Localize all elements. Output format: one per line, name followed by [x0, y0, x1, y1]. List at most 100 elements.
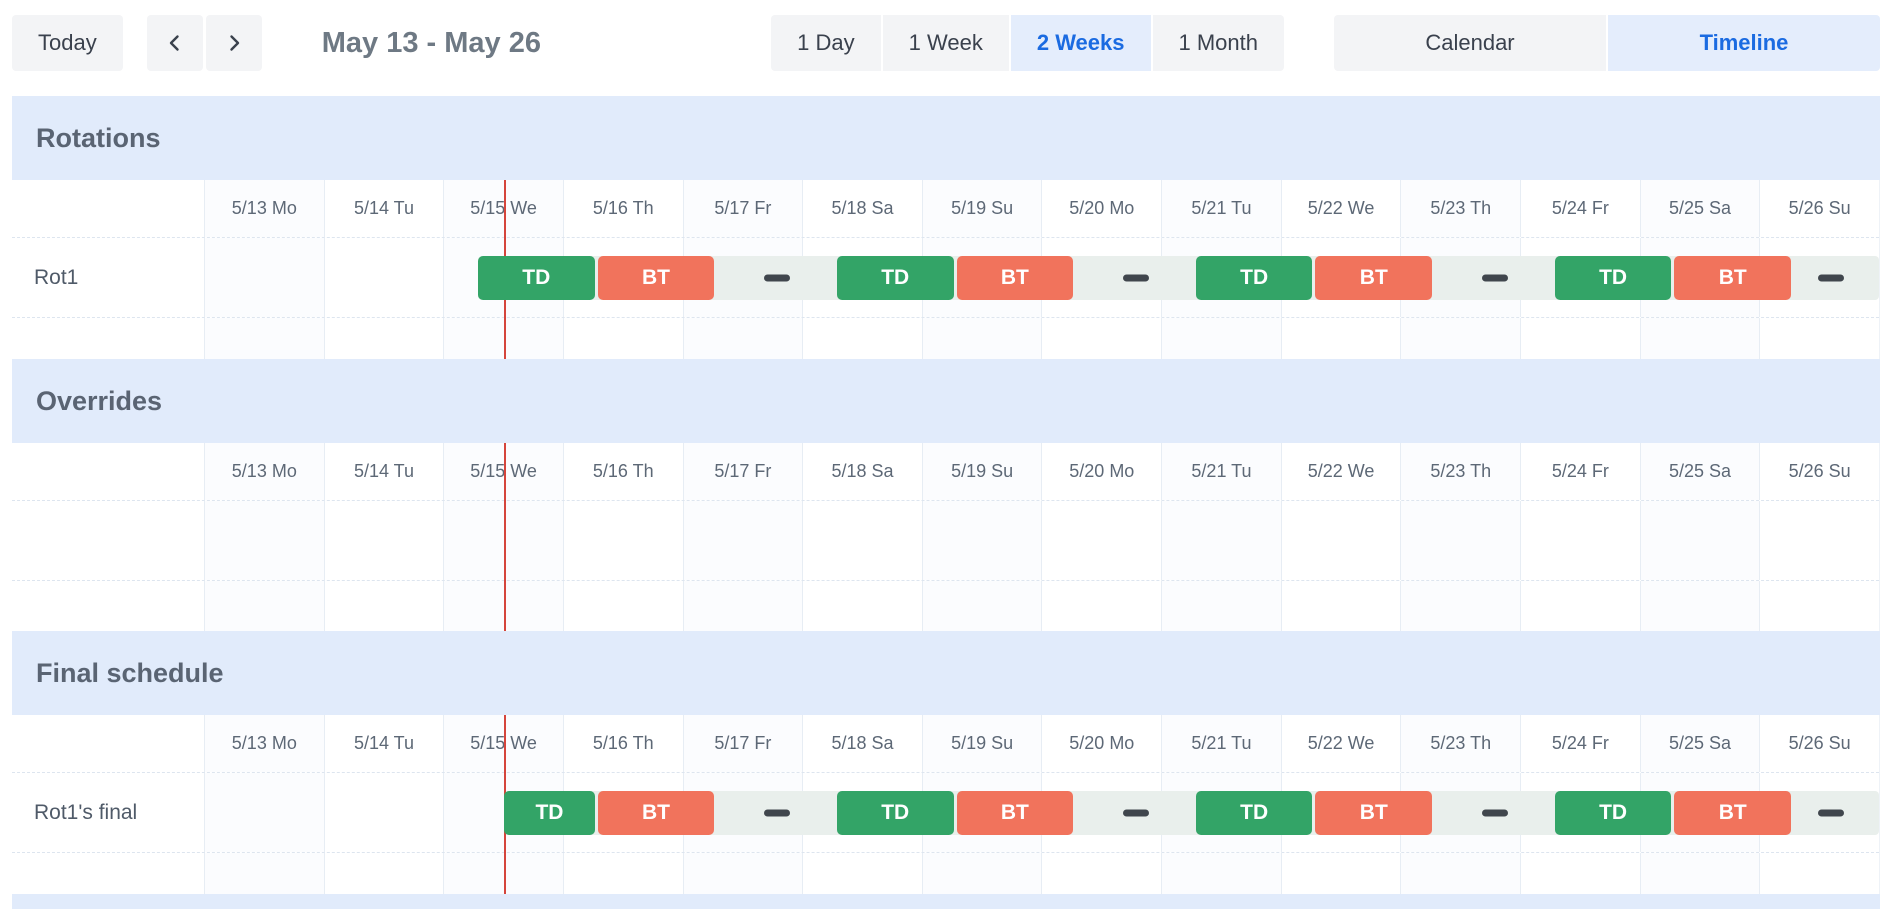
- grid-cell: [562, 853, 683, 894]
- grid-cell: [443, 581, 563, 631]
- gap-indicator: [1481, 274, 1508, 281]
- shift-block-td[interactable]: TD: [1195, 255, 1313, 300]
- final-section-header: Final schedule: [12, 631, 1880, 715]
- gap-indicator: [764, 809, 791, 816]
- grid-cell: [1400, 501, 1521, 580]
- date-header-cell: 5/21 Tu: [1161, 180, 1281, 237]
- grid-cell: [921, 581, 1042, 631]
- shift-block-bt[interactable]: BT: [1315, 255, 1433, 300]
- date-header-cell: 5/16 Th: [562, 715, 683, 772]
- date-header-cell: 5/14 Tu: [323, 180, 444, 237]
- grid-cell: [1759, 853, 1879, 894]
- date-header-row: 5/13 Mo 5/14 Tu 5/15 We 5/16 Th 5/17 Fr 5/18 …: [12, 180, 1879, 238]
- gap-indicator: [764, 274, 791, 281]
- spacer-row: [12, 318, 1879, 359]
- date-header-cell: 5/22 We: [1280, 443, 1401, 500]
- date-header-cell: 5/15 We: [443, 180, 563, 237]
- empty-cells: [204, 853, 1879, 894]
- date-header-cell: 5/14 Tu: [323, 715, 444, 772]
- date-header-cell: 5/24 Fr: [1520, 180, 1640, 237]
- overrides-empty-row: [12, 501, 1879, 581]
- grid-cell: [682, 853, 803, 894]
- date-header-row: 5/13 Mo 5/14 Tu 5/15 We 5/16 Th 5/17 Fr 5/18 …: [12, 715, 1879, 773]
- grid-cell: [1520, 853, 1640, 894]
- grid-cell: [562, 581, 683, 631]
- grid-cell: [1161, 581, 1281, 631]
- section-title: Final schedule: [36, 657, 224, 688]
- grid-cell: [1759, 581, 1879, 631]
- grid-cell: [921, 853, 1042, 894]
- shift-block-td[interactable]: TD: [1554, 790, 1672, 835]
- next-button[interactable]: [205, 15, 262, 71]
- shift-block-td[interactable]: TD: [504, 790, 595, 835]
- view-timeline-button[interactable]: Timeline: [1608, 15, 1880, 71]
- overrides-section-header: Overrides: [12, 359, 1880, 443]
- range-1-week[interactable]: 1 Week: [882, 15, 1009, 71]
- rotations-section-header: Rotations: [12, 96, 1880, 180]
- date-header-cell: 5/23 Th: [1400, 443, 1521, 500]
- grid-cell: [323, 853, 444, 894]
- date-cells: 5/13 Mo 5/14 Tu 5/15 We 5/16 Th 5/17 Fr 5/18 …: [204, 180, 1879, 237]
- today-button[interactable]: Today: [12, 15, 123, 71]
- grid-cell: [443, 853, 563, 894]
- shift-block-bt[interactable]: BT: [1315, 790, 1433, 835]
- gap-indicator: [1818, 274, 1845, 281]
- grid-cell: [802, 501, 922, 580]
- toolbar: Today May 13 - May 26 1 Day 1 Week 2 Wee…: [12, 14, 1880, 72]
- rotation-track-area: TD BT TD BT TD BT TD BT: [204, 238, 1879, 317]
- shift-block-bt[interactable]: BT: [956, 255, 1074, 300]
- shift-block-td[interactable]: TD: [836, 255, 954, 300]
- shift-block-bt[interactable]: BT: [597, 255, 715, 300]
- date-header-cell: 5/18 Sa: [802, 715, 922, 772]
- date-header-cell: 5/17 Fr: [682, 443, 803, 500]
- gutter: [12, 180, 204, 237]
- grid-cell: [323, 581, 444, 631]
- grid-cell: [682, 581, 803, 631]
- grid-cell: [1041, 853, 1161, 894]
- grid-cell: [204, 581, 324, 631]
- grid-cell: [323, 501, 444, 580]
- next-section-header-partial: [12, 894, 1880, 909]
- shift-block-td[interactable]: TD: [836, 790, 954, 835]
- date-header-cell: 5/25 Sa: [1639, 443, 1760, 500]
- grid-cell: [1639, 318, 1760, 359]
- grid-cell: [204, 773, 324, 852]
- gutter: [12, 501, 204, 580]
- grid-cell: [1280, 318, 1401, 359]
- date-header-cell: 5/16 Th: [562, 443, 683, 500]
- grid-cell: [562, 318, 683, 359]
- date-header-cell: 5/26 Su: [1759, 715, 1879, 772]
- section-final-schedule: Final schedule 5/13 Mo 5/14 Tu 5/15 We 5/16…: [12, 631, 1880, 894]
- date-header-cell: 5/13 Mo: [204, 715, 324, 772]
- grid-cell: [1759, 501, 1879, 580]
- date-header-cell: 5/23 Th: [1400, 715, 1521, 772]
- grid-cell: [1400, 853, 1521, 894]
- shift-block-td[interactable]: TD: [1554, 255, 1672, 300]
- grid-cell: [1639, 581, 1760, 631]
- section-title: Overrides: [36, 385, 163, 416]
- date-header-row: 5/13 Mo 5/14 Tu 5/15 We 5/16 Th 5/17 Fr 5/18 …: [12, 443, 1879, 501]
- shift-block-td[interactable]: TD: [1195, 790, 1313, 835]
- grid-cell: [204, 238, 324, 317]
- grid-cell: [1161, 318, 1281, 359]
- date-header-cell: 5/21 Tu: [1161, 715, 1281, 772]
- shift-block-bt[interactable]: BT: [1674, 255, 1792, 300]
- range-2-weeks[interactable]: 2 Weeks: [1010, 15, 1151, 71]
- range-1-day[interactable]: 1 Day: [771, 15, 881, 71]
- shift-block-bt[interactable]: BT: [956, 790, 1074, 835]
- view-calendar-button[interactable]: Calendar: [1334, 15, 1606, 71]
- grid-cell: [1520, 318, 1640, 359]
- shift-block-bt[interactable]: BT: [597, 790, 715, 835]
- prev-button[interactable]: [146, 15, 203, 71]
- grid-cell: [682, 501, 803, 580]
- shift-block-bt[interactable]: BT: [1674, 790, 1792, 835]
- date-header-cell: 5/14 Tu: [323, 443, 444, 500]
- final-track-area: TD BT TD BT TD BT TD BT: [204, 773, 1879, 852]
- grid-cell: [323, 238, 444, 317]
- shift-block-td[interactable]: TD: [477, 255, 595, 300]
- range-1-month[interactable]: 1 Month: [1152, 15, 1284, 71]
- chevron-left-icon: [165, 33, 185, 53]
- empty-cells: [204, 501, 1879, 580]
- grid-cell: [1280, 853, 1401, 894]
- gap-indicator: [1123, 809, 1150, 816]
